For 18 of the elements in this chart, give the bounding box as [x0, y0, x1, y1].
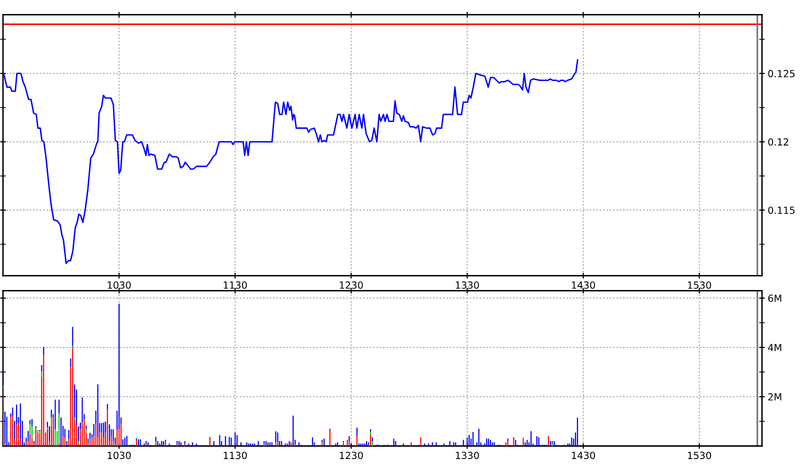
x-tick-label: 1130	[224, 452, 247, 460]
x-tick-label: 1030	[108, 281, 131, 289]
y-tick-label: 2M	[768, 393, 782, 400]
x-tick-label: 1530	[688, 452, 712, 460]
x-tick-label: 1430	[572, 452, 595, 460]
y-tick-label: 6M	[768, 294, 782, 302]
x-tick-label: 1030	[108, 452, 131, 460]
y-tick-label: 0.12	[768, 138, 788, 146]
y-tick-label: 0.115	[768, 206, 795, 214]
y-tick-label: 4M	[768, 344, 782, 352]
x-tick-label: 1330	[456, 281, 479, 289]
y-tick-label: 0.125	[768, 70, 795, 78]
x-tick-label: 1230	[340, 452, 363, 460]
x-tick-label: 1530	[688, 281, 712, 289]
x-tick-label: 1430	[572, 281, 595, 289]
x-tick-label: 1230	[340, 281, 363, 289]
x-tick-label: 1330	[456, 452, 479, 460]
x-tick-label: 1130	[224, 281, 247, 289]
